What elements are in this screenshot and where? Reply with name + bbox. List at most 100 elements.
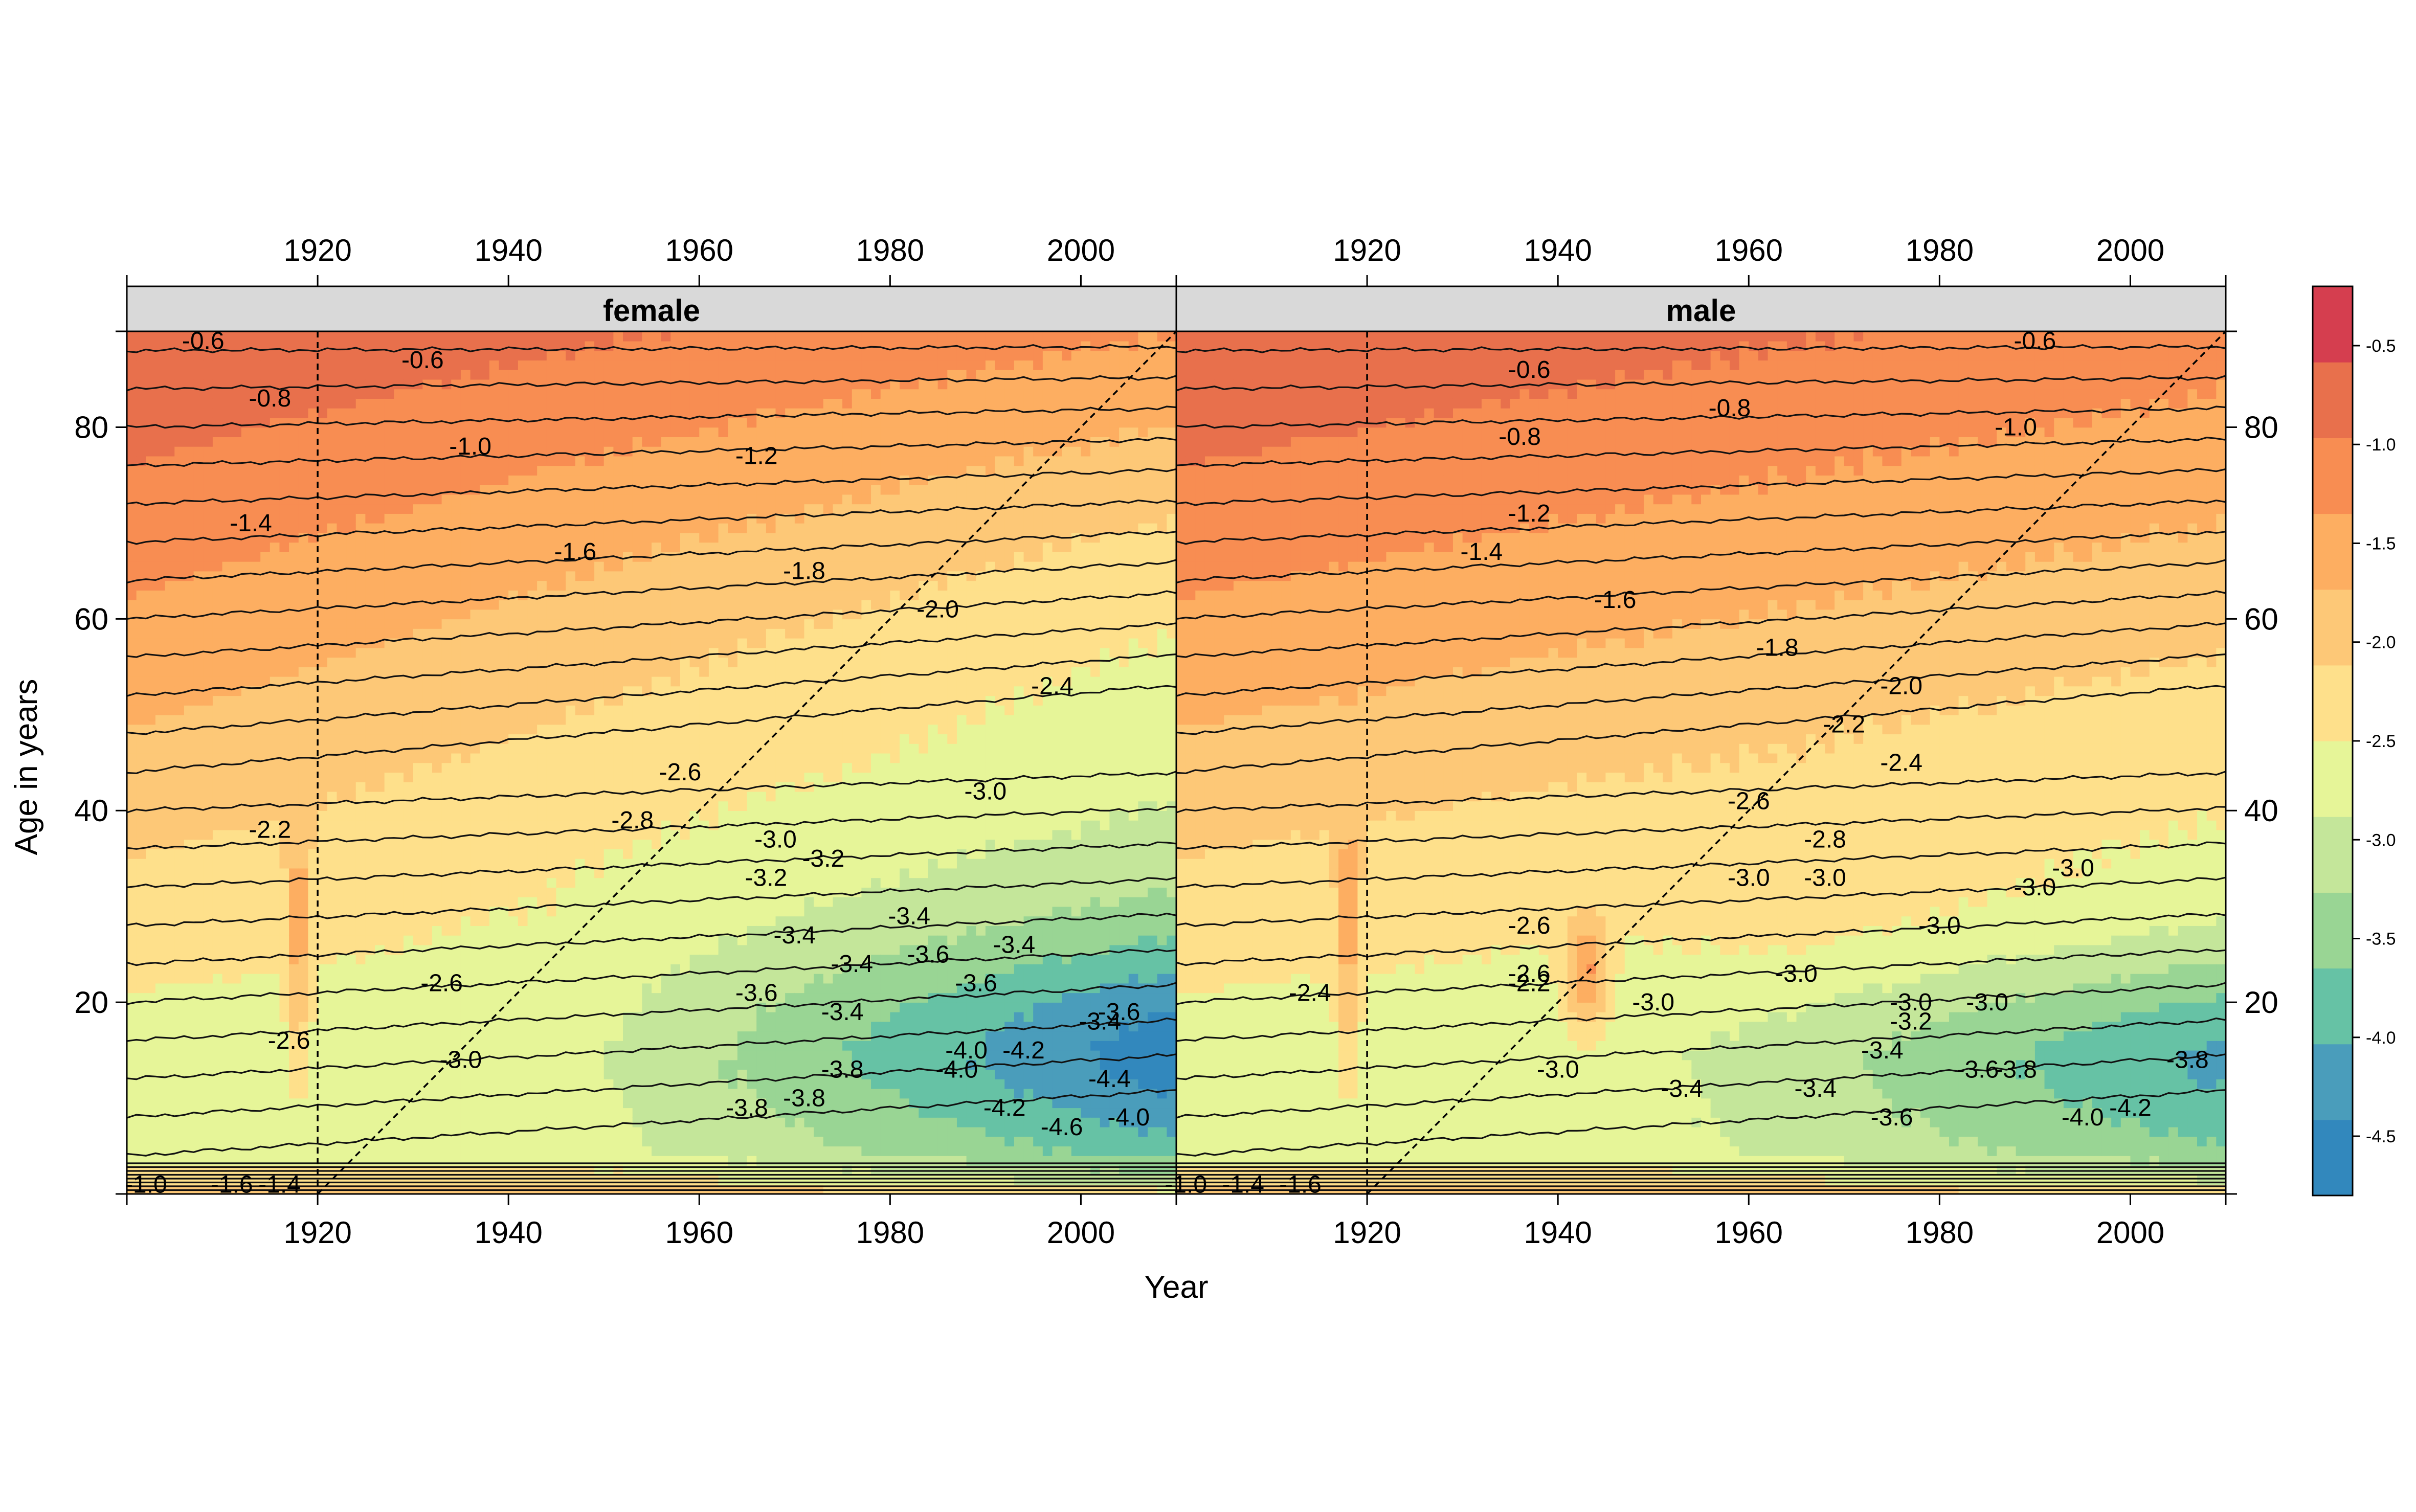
heatmap-cell: [375, 580, 385, 591]
heatmap-cell: [356, 782, 366, 792]
heatmap-cell: [471, 974, 480, 984]
heatmap-cell: [260, 600, 270, 610]
heatmap-cell: [155, 542, 165, 552]
heatmap-cell: [508, 533, 518, 543]
heatmap-cell: [575, 945, 585, 955]
heatmap-cell: [461, 753, 471, 763]
heatmap-cell: [451, 657, 461, 667]
heatmap-cell: [442, 475, 452, 485]
heatmap-cell: [471, 408, 480, 418]
heatmap-cell: [213, 667, 222, 677]
heatmap-cell: [432, 695, 442, 706]
heatmap-cell: [337, 810, 346, 821]
heatmap-cell: [385, 1031, 394, 1041]
heatmap-cell: [127, 734, 137, 744]
heatmap-cell: [174, 1012, 184, 1022]
heatmap-cell: [508, 1079, 518, 1089]
heatmap-cell: [537, 1108, 547, 1118]
heatmap-cell: [432, 753, 442, 763]
heatmap-cell: [308, 974, 318, 984]
heatmap-cell: [165, 820, 175, 830]
heatmap-cell: [241, 1012, 251, 1022]
heatmap-cell: [318, 772, 327, 782]
heatmap-cell: [337, 897, 346, 907]
heatmap-cell: [213, 437, 222, 447]
heatmap-cell: [308, 341, 318, 351]
heatmap-cell: [232, 1146, 241, 1156]
heatmap-cell: [146, 753, 155, 763]
heatmap-cell: [404, 1050, 413, 1060]
heatmap-cell: [194, 398, 204, 409]
heatmap-cell: [471, 475, 480, 485]
heatmap-cell: [260, 792, 270, 802]
heatmap-cell: [480, 1002, 489, 1012]
heatmap-cell: [356, 437, 366, 447]
heatmap-cell: [308, 1002, 318, 1012]
heatmap-cell: [365, 1060, 375, 1070]
heatmap-cell: [194, 859, 204, 869]
heatmap-cell: [127, 667, 137, 677]
heatmap-cell: [184, 638, 194, 648]
heatmap-cell: [518, 1002, 528, 1012]
heatmap-cell: [270, 792, 280, 802]
heatmap-cell: [566, 638, 575, 648]
heatmap-cell: [260, 1079, 270, 1089]
heatmap-cell: [327, 935, 337, 945]
heatmap-cell: [413, 1079, 423, 1089]
heatmap-cell: [547, 389, 556, 399]
heatmap-cell: [270, 1012, 280, 1022]
heatmap-cell: [432, 1156, 442, 1166]
heatmap-cell: [613, 370, 623, 380]
heatmap-cell: [385, 513, 394, 524]
heatmap-cell: [184, 1117, 194, 1127]
heatmap-cell: [174, 810, 184, 821]
heatmap-cell: [365, 398, 375, 409]
heatmap-cell: [499, 1022, 509, 1032]
heatmap-cell: [241, 475, 251, 485]
heatmap-cell: [337, 398, 346, 409]
heatmap-cell: [251, 907, 261, 917]
heatmap-cell: [432, 610, 442, 620]
heatmap-cell: [604, 1002, 614, 1012]
heatmap-cell: [213, 398, 222, 409]
heatmap-cell: [289, 772, 299, 782]
heatmap-cell: [508, 360, 518, 370]
heatmap-cell: [318, 580, 327, 591]
heatmap-cell: [508, 1002, 518, 1012]
heatmap-cell: [346, 983, 356, 994]
heatmap-cell: [499, 1108, 509, 1118]
heatmap-cell: [346, 610, 356, 620]
heatmap-cell: [213, 725, 222, 735]
heatmap-cell: [375, 897, 385, 907]
heatmap-cell: [566, 1041, 575, 1051]
heatmap-cell: [518, 350, 528, 360]
heatmap-cell: [566, 1117, 575, 1127]
heatmap-cell: [270, 868, 280, 878]
heatmap-cell: [299, 907, 308, 917]
heatmap-cell: [127, 1022, 137, 1032]
heatmap-cell: [337, 648, 346, 658]
heatmap-cell: [461, 1098, 471, 1109]
heatmap-cell: [155, 782, 165, 792]
heatmap-cell: [270, 446, 280, 457]
heatmap-cell: [365, 1012, 375, 1022]
heatmap-cell: [633, 849, 642, 859]
heatmap-cell: [537, 494, 547, 505]
heatmap-cell: [318, 1002, 327, 1012]
heatmap-cell: [127, 561, 137, 572]
heatmap-cell: [461, 513, 471, 524]
heatmap-cell: [537, 839, 547, 849]
heatmap-cell: [327, 772, 337, 782]
heatmap-cell: [566, 571, 575, 581]
heatmap-cell: [422, 715, 432, 725]
heatmap-cell: [604, 849, 614, 859]
heatmap-cell: [480, 849, 489, 859]
heatmap-cell: [413, 465, 423, 476]
heatmap-cell: [346, 1098, 356, 1109]
heatmap-cell: [346, 992, 356, 1003]
heatmap-cell: [299, 360, 308, 370]
heatmap-cell: [413, 437, 423, 447]
heatmap-cell: [623, 600, 633, 610]
heatmap-cell: [299, 887, 308, 897]
heatmap-cell: [203, 1156, 213, 1166]
